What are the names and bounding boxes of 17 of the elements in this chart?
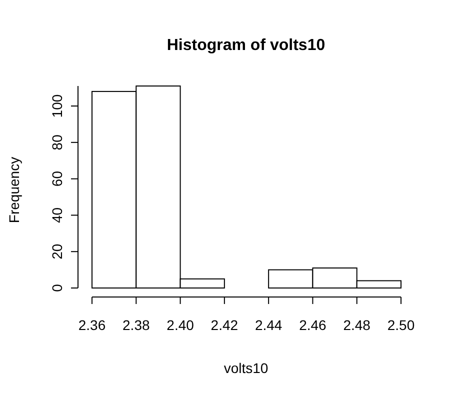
- x-tick-label: 2.44: [254, 317, 282, 333]
- x-tick-label: 2.36: [78, 317, 106, 333]
- y-tick-label: 0: [49, 284, 65, 292]
- x-tick-label: 2.48: [343, 317, 371, 333]
- y-tick-label: 20: [49, 244, 65, 260]
- x-tick-label: 2.46: [299, 317, 327, 333]
- y-tick-label: 40: [49, 207, 65, 223]
- x-tick-label: 2.50: [387, 317, 415, 333]
- x-axis-title: volts10: [224, 360, 268, 376]
- y-tick-label: 60: [49, 170, 65, 187]
- chart-title: Histogram of volts10: [166, 37, 326, 54]
- x-tick-label: 2.38: [122, 317, 150, 333]
- y-axis-title: Frequency: [6, 156, 22, 224]
- y-tick-label: 80: [49, 134, 65, 150]
- y-tick-label: 100: [49, 94, 65, 118]
- x-tick-label: 2.42: [210, 317, 238, 333]
- x-tick-label: 2.40: [166, 317, 194, 333]
